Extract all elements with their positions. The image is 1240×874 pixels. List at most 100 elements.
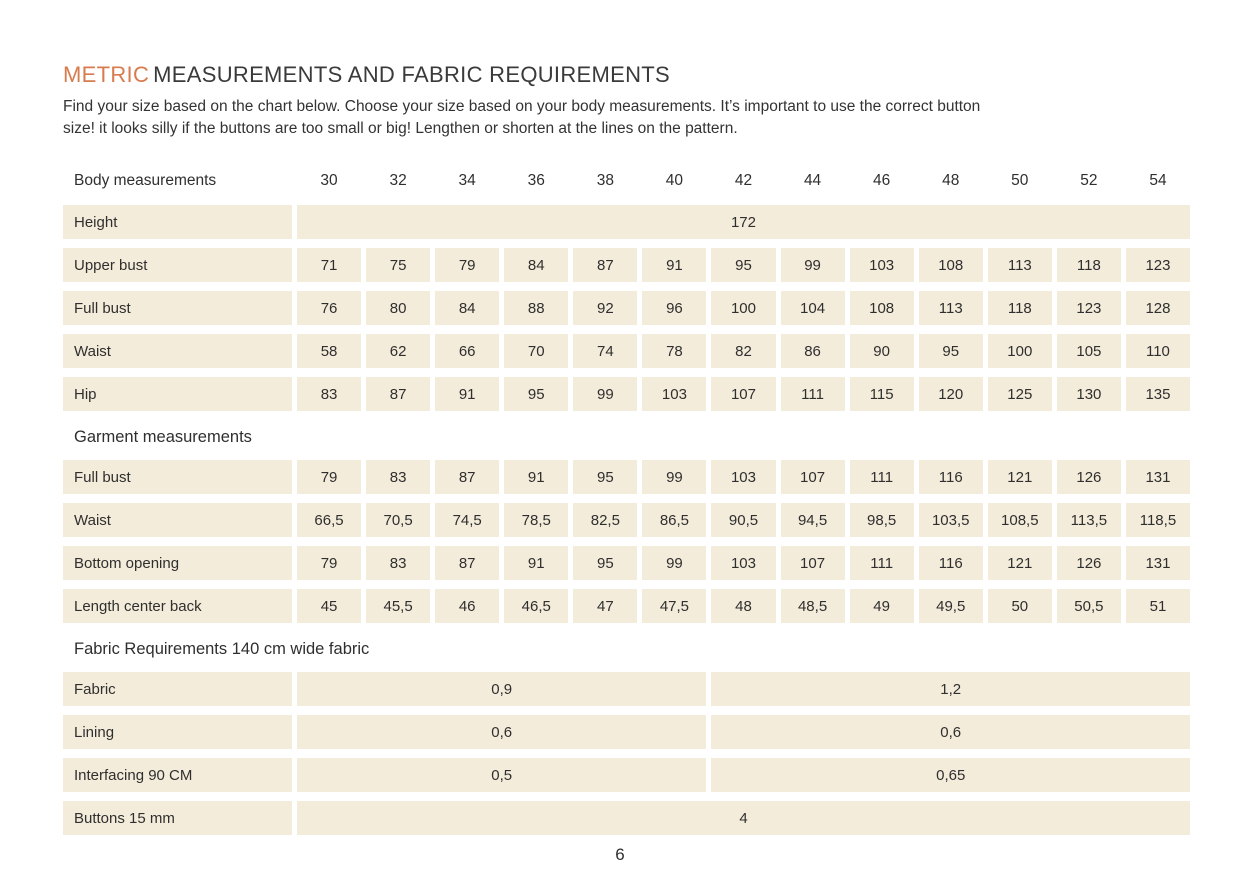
fabric-value-cell: 0,6 [297,715,707,749]
measurement-cell: 98,5 [849,503,914,537]
measurement-cell: 87 [435,460,500,494]
measurement-cell: 110 [1125,334,1190,368]
measurement-cell: 121 [987,460,1052,494]
measurement-cell: 99 [642,546,707,580]
measurement-cell: 130 [1056,377,1121,411]
measurement-cell: 96 [642,291,707,325]
row-label-upper-bust: Upper bust [63,248,292,282]
measurement-cell: 118,5 [1125,503,1190,537]
measurement-cell: 123 [1056,291,1121,325]
measurement-cell: 108 [918,248,983,282]
size-column-header: 54 [1149,172,1167,189]
measurement-cell: 126 [1056,546,1121,580]
measurement-cell: 116 [918,460,983,494]
measurement-cell: 50,5 [1056,589,1121,623]
measurement-cell: 62 [366,334,431,368]
measurement-cell: 79 [435,248,500,282]
measurement-cell: 74,5 [435,503,500,537]
row-label-height: Height [63,205,292,239]
size-column-header: 36 [527,172,545,189]
measurement-cell: 111 [780,377,845,411]
measurement-cell: 50 [987,589,1052,623]
measurement-cell: 51 [1125,589,1190,623]
measurement-cell: 80 [366,291,431,325]
measurement-cell: 84 [435,291,500,325]
measurement-cell: 75 [366,248,431,282]
measurement-cell: 103 [711,460,776,494]
garment-section-title: Garment measurements [74,428,252,446]
measurement-cell: 78 [642,334,707,368]
measurement-cell: 79 [297,460,362,494]
size-column-header: 34 [458,172,476,189]
row-label-buttons: Buttons 15 mm [63,801,292,835]
measurement-cell: 135 [1125,377,1190,411]
measurement-cell: 131 [1125,460,1190,494]
measurement-cell: 70,5 [366,503,431,537]
row-label-garment-waist: Waist [63,503,292,537]
garment-measurements-table: Full bust 79 83 87 91 95 99 103 107 111 … [63,460,1190,623]
size-column-header: 46 [873,172,891,189]
measurement-cell: 94,5 [780,503,845,537]
measurement-cell: 103 [642,377,707,411]
measurement-cell: 115 [849,377,914,411]
row-label-garment-full-bust: Full bust [63,460,292,494]
measurement-cell: 87 [435,546,500,580]
measurement-cell: 126 [1056,460,1121,494]
fabric-value-cell: 0,65 [711,758,1190,792]
intro-line-1: Find your size based on the chart below.… [63,98,981,115]
intro-line-2: size! it looks silly if the buttons are … [63,120,738,137]
row-label-lining: Lining [63,715,292,749]
row-label-waist: Waist [63,334,292,368]
measurement-cell: 95 [573,460,638,494]
intro-text: Find your size based on the chart below.… [63,96,1190,140]
measurement-cell: 103 [849,248,914,282]
measurement-cell: 76 [297,291,362,325]
measurement-cell: 111 [849,460,914,494]
row-label-bottom-opening: Bottom opening [63,546,292,580]
measurement-cell: 116 [918,546,983,580]
fabric-value-cell: 0,6 [711,715,1190,749]
measurement-cell: 128 [1125,291,1190,325]
measurement-cell: 113 [987,248,1052,282]
measurement-cell: 100 [711,291,776,325]
measurement-cell: 118 [987,291,1052,325]
measurement-cell: 70 [504,334,569,368]
height-value-cell: 172 [297,205,1190,239]
page-number: 6 [615,845,625,864]
measurement-cell: 47,5 [642,589,707,623]
measurement-cell: 49 [849,589,914,623]
size-column-header: 38 [596,172,614,189]
measurement-cell: 131 [1125,546,1190,580]
measurement-cell: 71 [297,248,362,282]
measurement-cell: 82 [711,334,776,368]
measurement-cell: 91 [504,460,569,494]
measurement-cell: 99 [573,377,638,411]
measurement-cell: 113 [918,291,983,325]
measurement-cell: 107 [780,546,845,580]
size-column-header: 48 [942,172,960,189]
measurement-cell: 90,5 [711,503,776,537]
measurement-cell: 78,5 [504,503,569,537]
measurement-cell: 47 [573,589,638,623]
measurement-cell: 74 [573,334,638,368]
measurement-cell: 113,5 [1056,503,1121,537]
measurement-cell: 107 [711,377,776,411]
measurement-cell: 100 [987,334,1052,368]
measurement-cell: 95 [573,546,638,580]
measurement-cell: 111 [849,546,914,580]
measurement-cell: 125 [987,377,1052,411]
size-column-header: 30 [320,172,338,189]
measurement-cell: 123 [1125,248,1190,282]
table-header-label: Body measurements [74,172,217,189]
size-column-header: 52 [1080,172,1098,189]
row-label-fabric: Fabric [63,672,292,706]
measurement-cell: 108 [849,291,914,325]
measurement-cell: 103,5 [918,503,983,537]
measurement-cell: 91 [435,377,500,411]
size-column-header: 42 [734,172,753,189]
row-label-hip: Hip [63,377,292,411]
measurement-cell: 45 [297,589,362,623]
measurement-cell: 108,5 [987,503,1052,537]
measurement-cell: 120 [918,377,983,411]
measurement-cell: 58 [297,334,362,368]
